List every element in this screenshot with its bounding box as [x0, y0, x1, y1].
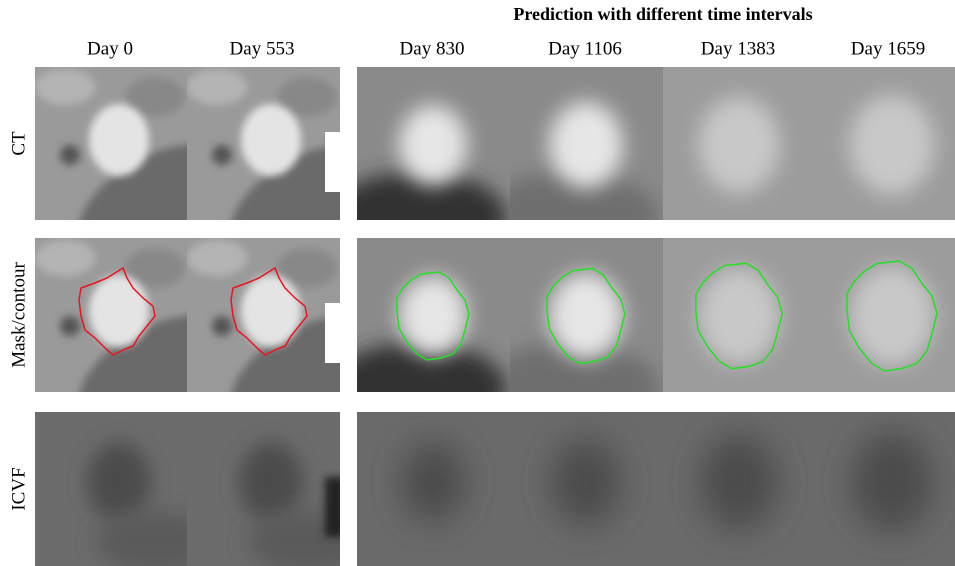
figure-title: Prediction with different time intervals: [513, 4, 812, 24]
dark-spot: [212, 316, 232, 336]
lesion: [701, 434, 778, 530]
lesion: [87, 442, 151, 522]
lesion: [89, 104, 149, 176]
column-label: Day 0: [87, 38, 133, 59]
row-label: ICVF: [8, 467, 29, 510]
dark-spot: [212, 145, 232, 165]
column-label: Day 553: [230, 38, 295, 59]
lesion: [399, 105, 467, 185]
bright-edge: [325, 132, 345, 192]
lesion: [241, 104, 301, 176]
image-tile: [663, 412, 816, 566]
texture: [187, 240, 247, 276]
image-tile: [663, 238, 816, 392]
image-tile: [327, 238, 510, 433]
texture: [35, 240, 95, 276]
lesion: [401, 442, 465, 522]
image-tile: [357, 412, 510, 566]
figure: Prediction with different time intervals…: [0, 0, 955, 566]
row-label: Mask/contour: [8, 262, 29, 368]
image-tile: [816, 412, 955, 566]
row-label: CT: [8, 131, 29, 156]
lesion: [852, 432, 932, 532]
lesion: [698, 97, 780, 193]
image-tile: [816, 67, 955, 220]
lesion: [549, 102, 622, 188]
texture: [35, 69, 95, 105]
lesion: [239, 442, 303, 522]
bright-edge: [325, 303, 345, 363]
dark-spot: [60, 145, 80, 165]
dark-edge: [325, 477, 345, 537]
column-label: Day 830: [400, 38, 465, 59]
image-grid: [35, 67, 955, 566]
image-tile: [510, 412, 663, 566]
lesion: [551, 439, 620, 525]
lesion: [850, 95, 935, 195]
image-tile: [187, 412, 367, 566]
column-label: Day 1383: [701, 38, 775, 59]
lesion: [241, 275, 301, 347]
column-label: Day 1659: [851, 38, 925, 59]
texture: [187, 69, 247, 105]
image-tile: [816, 238, 955, 392]
lesion: [89, 275, 149, 347]
dark-spot: [60, 316, 80, 336]
image-tile: [327, 67, 510, 262]
column-label: Day 1106: [548, 38, 622, 59]
image-tile: [663, 67, 816, 220]
